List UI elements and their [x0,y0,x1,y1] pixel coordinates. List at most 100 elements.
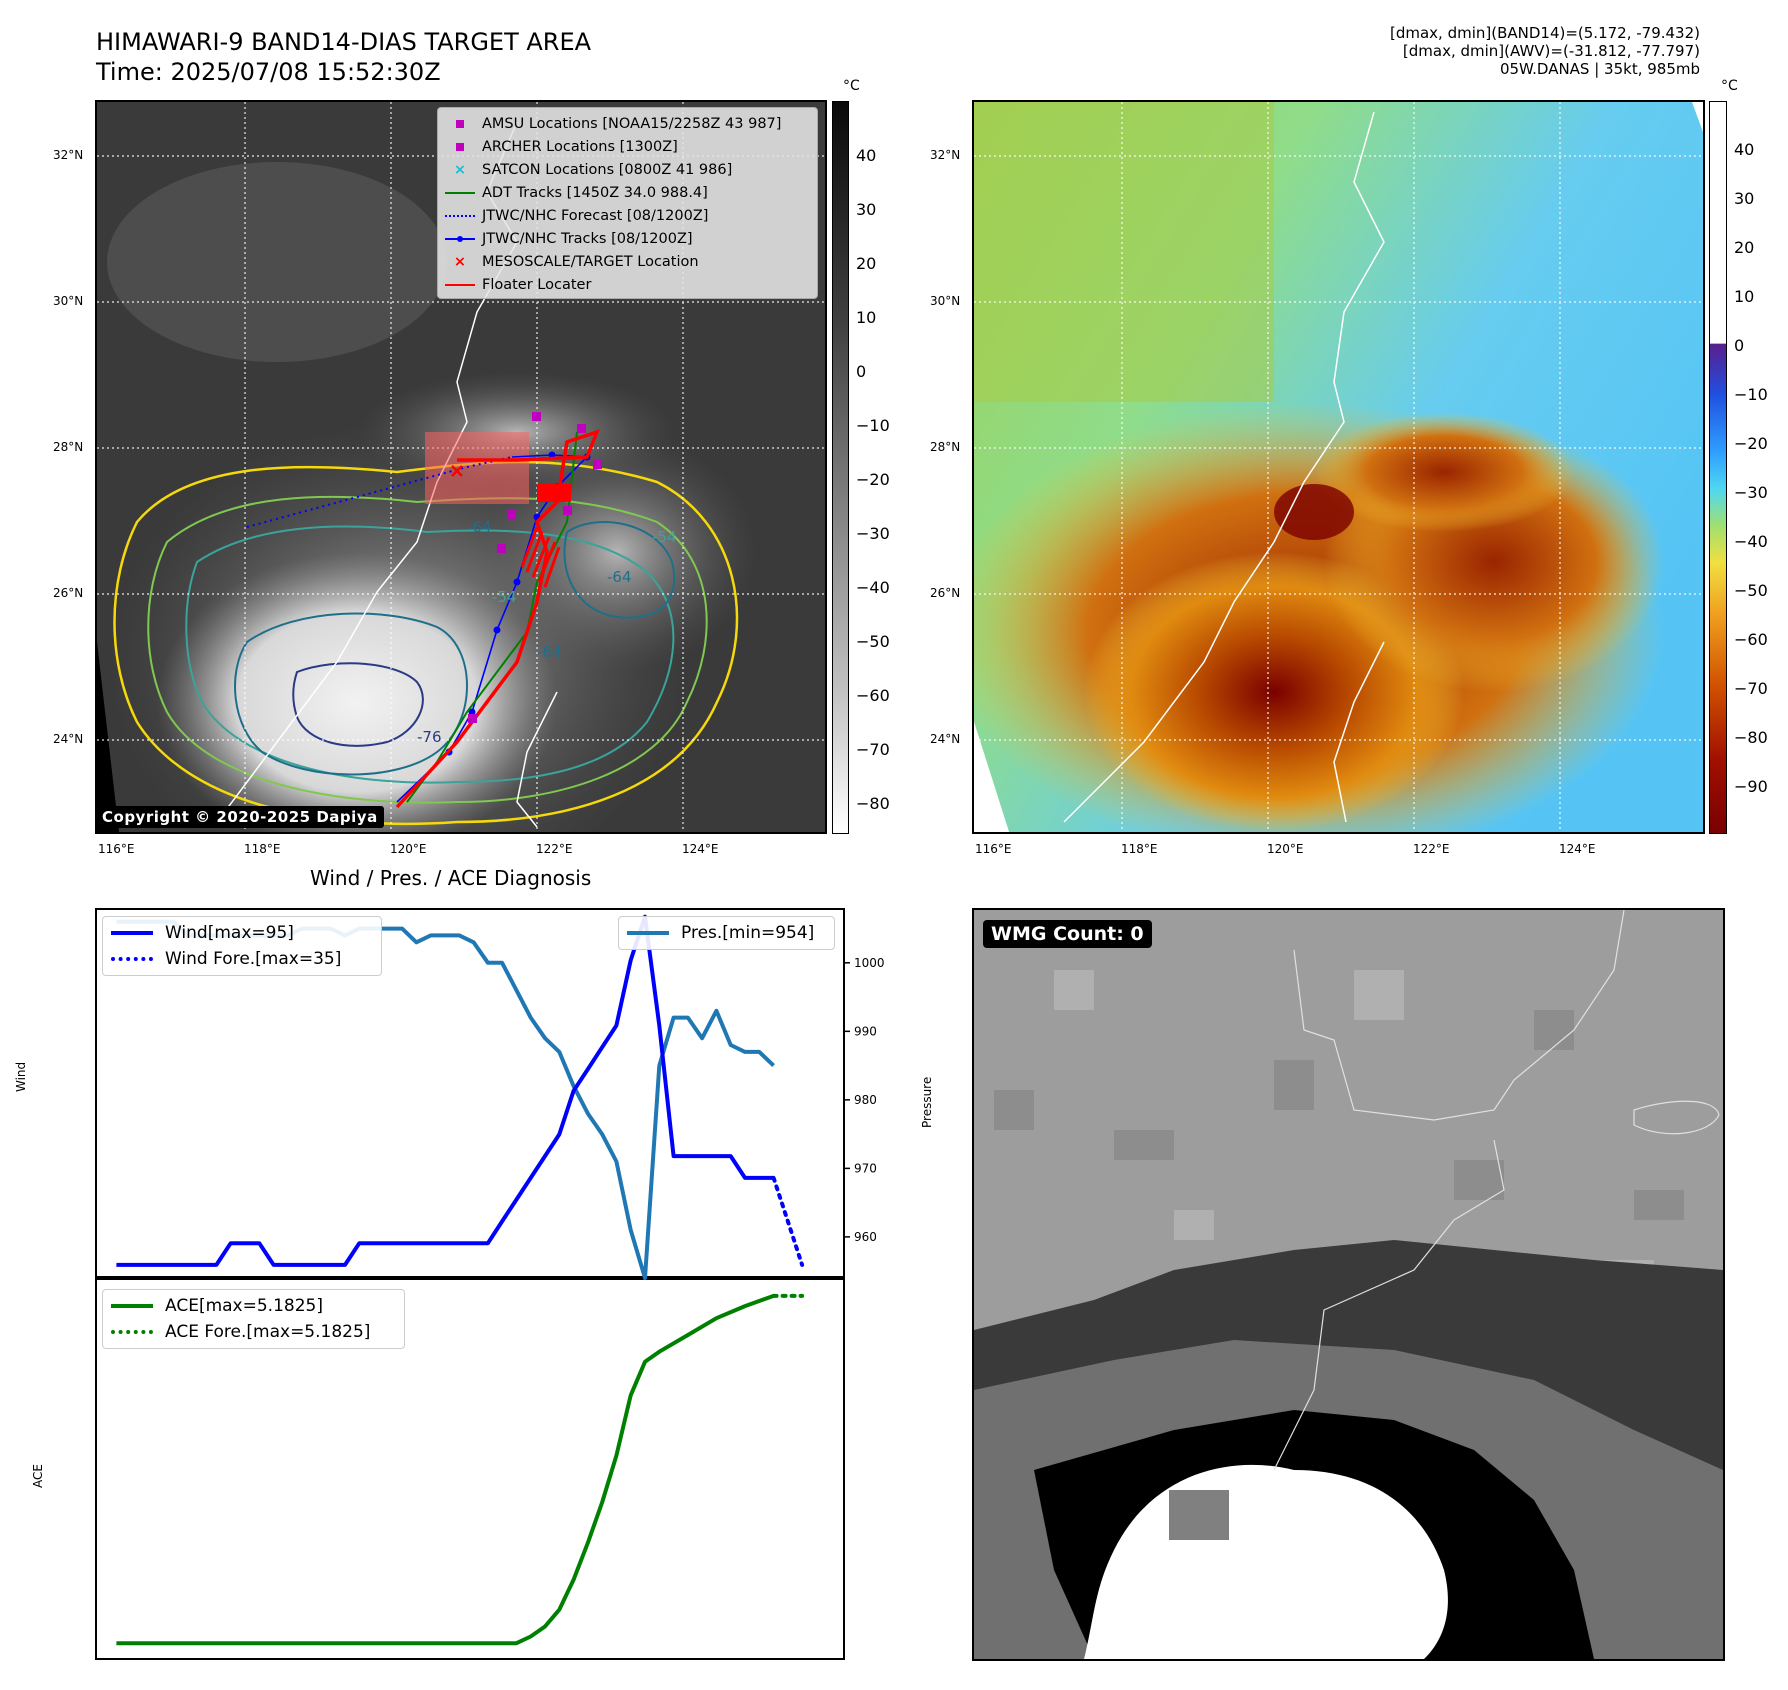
colorbar-left-tick: −50 [856,632,890,651]
legend-item-archer: ARCHER Locations [1300Z] [444,135,811,158]
x-marker-icon: × [453,253,467,270]
lon-label: 122°E [536,842,573,856]
lat-label: 24°N [53,732,84,746]
ace-line [116,1294,775,1646]
colorbar-right-tick: 40 [1734,140,1755,159]
legend-item-mesoscale: × MESOSCALE/TARGET Location [444,250,811,273]
colorbar-right-tick: −90 [1734,777,1768,796]
colorbar-left-tick: −80 [856,794,890,813]
pressure-tick-label: 960 [854,1230,877,1244]
colorbar-left-tick: −70 [856,740,890,759]
lat-label: 32°N [930,148,961,162]
lat-label: 30°N [930,294,961,308]
colorbar-right-tick: 0 [1734,336,1745,355]
dotted-line-icon [111,1330,153,1334]
contour-label: -64 [537,643,562,661]
legend-item-wind-fore: Wind Fore.[max=35] [111,946,373,972]
contour-label: -64 [607,568,632,586]
awv-map-panel [972,100,1705,834]
line-dot-icon [444,232,476,246]
contour-label: -64 [467,518,492,536]
header-right-info: [dmax, dmin](BAND14)=(5.172, -79.432) [d… [1390,24,1700,78]
colorbar-left-tick: −30 [856,524,890,543]
colorbar-right-tick: 10 [1734,287,1755,306]
wind-forecast-line [771,1175,805,1267]
colorbar-right-tick: −50 [1734,581,1768,600]
line-icon [444,278,476,292]
lat-label: 30°N [53,294,84,308]
colorbar-right-tick: 30 [1734,189,1755,208]
diagnosis-chart: 90807060504030201000990980970960543210 [95,908,955,1668]
lon-label: 116°E [975,842,1012,856]
pressure-tick-label: 1000 [854,956,885,970]
colorbar-left-tick: −20 [856,470,890,489]
pressure-tick-label: 970 [854,1161,877,1175]
wind-legend: Wind[max=95] Wind Fore.[max=35] [102,916,382,976]
lon-label: 120°E [390,842,427,856]
lon-label: 120°E [1267,842,1304,856]
line-icon [444,186,476,200]
colorbar-right-tick: −20 [1734,434,1768,453]
colorbar-right-tick: −60 [1734,630,1768,649]
colorbar-right [1709,101,1727,834]
storm-info: 05W.DANAS | 35kt, 985mb [1499,60,1700,78]
lat-label: 26°N [930,586,961,600]
wind-line [116,914,774,1267]
legend-item-adt: ADT Tracks [1450Z 34.0 988.4] [444,181,811,204]
colorbar-right-tick: 20 [1734,238,1755,257]
diagnosis-title: Wind / Pres. / ACE Diagnosis [310,866,592,890]
legend-item-satcon: × SATCON Locations [0800Z 41 986] [444,158,811,181]
colorbar-left-tick: 30 [856,200,877,219]
legend-item-ace-fore: ACE Fore.[max=5.1825] [111,1319,396,1345]
ace-axis-label: ACE [31,1464,45,1488]
legend-item-floater: Floater Locater [444,273,811,296]
colorbar-left [832,101,849,834]
legend-item-wind: Wind[max=95] [111,920,373,946]
pressure-legend: Pres.[min=954] [618,916,835,950]
contour-label: -54 [492,588,517,606]
ace-frame [95,1278,845,1660]
contour-label: -76 [417,728,442,746]
colorbar-right-tick: −10 [1734,385,1768,404]
map-legend: AMSU Locations [NOAA15/2258Z 43 987] ARC… [437,107,818,299]
lat-label: 24°N [930,732,961,746]
colorbar-left-tick: 0 [856,362,867,381]
line-icon [111,931,153,935]
wmg-canvas [974,910,1723,1659]
lat-label: 32°N [53,148,84,162]
colorbar-left-tick: 40 [856,146,877,165]
dotted-line-icon [444,209,476,223]
lon-label: 116°E [98,842,135,856]
wind-pressure-frame [95,908,845,1278]
colorbar-right-unit: °C [1721,78,1738,94]
dmax-band14: [dmax, dmin](BAND14)=(5.172, -79.432) [1389,24,1700,42]
colorbar-right-tick: −30 [1734,483,1768,502]
colorbar-left-tick: 10 [856,308,877,327]
lon-label: 124°E [682,842,719,856]
copyright-badge: Copyright © 2020-2025 Dapiya [96,806,384,828]
legend-item-amsu: AMSU Locations [NOAA15/2258Z 43 987] [444,112,811,135]
lon-label: 122°E [1413,842,1450,856]
colorbar-left-tick: 20 [856,254,877,273]
pressure-tick-label: 980 [854,1093,877,1107]
colorbar-right-tick: −80 [1734,728,1768,747]
diagnosis-svg: 90807060504030201000990980970960543210 [95,908,885,1660]
colorbar-left-tick: −40 [856,578,890,597]
lat-label: 28°N [53,440,84,454]
line-icon [627,931,669,935]
lat-label: 26°N [53,586,84,600]
line-icon [111,1304,153,1308]
pressure-axis-label: Pressure [920,1076,934,1128]
legend-item-jtwc-forecast: JTWC/NHC Forecast [08/1200Z] [444,204,811,227]
colorbar-left-tick: −60 [856,686,890,705]
colorbar-right-tick: −40 [1734,532,1768,551]
colorbar-left-unit: °C [843,78,860,94]
mesoscale-target-marker [451,465,463,477]
colorbar-left-tick: −10 [856,416,890,435]
legend-item-pressure: Pres.[min=954] [627,920,826,946]
colorbar-right-tick: −70 [1734,679,1768,698]
dmax-awv: [dmax, dmin](AWV)=(-31.812, -77.797) [1402,42,1700,60]
lat-label: 28°N [930,440,961,454]
lon-label: 118°E [1121,842,1158,856]
wmg-count-badge: WMG Count: 0 [983,920,1152,948]
